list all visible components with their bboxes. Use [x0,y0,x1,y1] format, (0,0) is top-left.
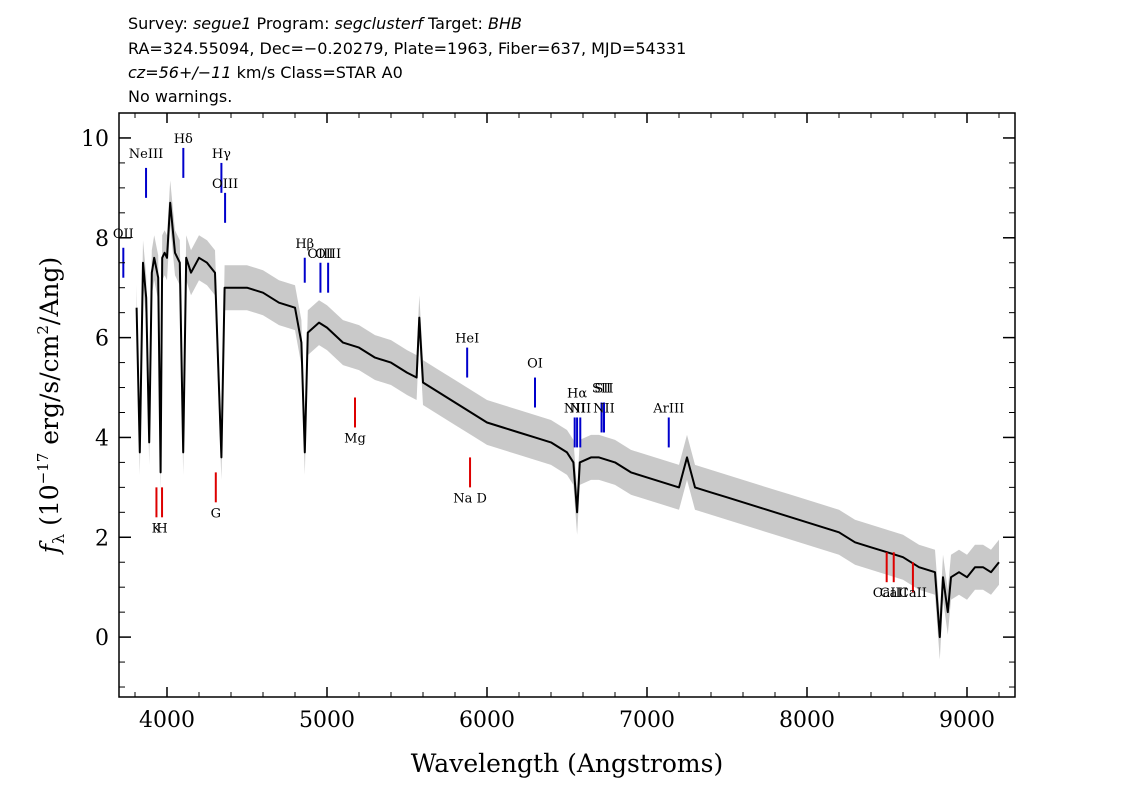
survey-label: Survey: [128,14,193,33]
line-label-NII: NII [593,401,615,416]
flux-series [135,201,1000,639]
y-tick-label: 0 [95,626,109,651]
y-tick-label: 10 [81,127,109,152]
line-label-Hβ: Hβ [295,237,314,252]
header-line-1: Survey: segue1 Program: segclusterf Targ… [128,14,522,33]
header-line-2: RA=324.55094, Dec=−0.20279, Plate=1963, … [128,39,687,58]
line-label-HeI: HeI [455,332,479,347]
y-tick-label: 2 [95,526,109,551]
line-label-SII: SII [594,382,613,397]
line-label-G: G [211,506,221,521]
program-label: Program: [251,14,335,33]
program-value: segclusterf [334,14,423,33]
line-label-OI: OI [527,357,543,372]
line-label-H: H [156,521,167,536]
line-label-CaII: CaII [873,586,901,601]
line-label-SII: SII [592,382,611,397]
survey-value: segue1 [192,14,252,33]
line-label-K: K [152,521,162,536]
redshift-value: cz=56+/−11 [128,63,232,82]
line-label-Hγ: Hγ [212,147,231,162]
y-tick-label: 6 [95,327,109,352]
header-line-3: cz=56+/−11 km/s Class=STAR A0 [128,63,403,82]
y-tick-label: 4 [95,426,109,451]
line-label-NII: NII [569,401,591,416]
line-label-OIII: OIII [315,247,341,262]
y-tick-label: 8 [95,227,109,252]
target-value: BHB [488,14,522,33]
plot-frame [118,112,1016,698]
line-label-CaII: CaII [880,586,908,601]
flux-line [135,201,1000,639]
header-line-4: No warnings. [128,87,233,106]
line-label-Hα: Hα [567,387,587,402]
line-label-OIII: OIII [307,247,333,262]
x-tick-label: 4000 [139,708,195,733]
line-label-CaII: CaII [899,586,927,601]
line-label-NII: NII [564,401,586,416]
line-label-Na D: Na D [453,491,487,506]
line-label-Hδ: Hδ [174,132,193,147]
line-label-OII: OII [113,227,134,242]
x-tick-label: 8000 [779,708,835,733]
class-text: km/s Class=STAR A0 [231,63,403,82]
target-label: Target: [422,14,488,33]
line-label-ArIII: ArIII [652,401,684,416]
x-tick-label: 7000 [619,708,675,733]
line-label-NeIII: NeIII [129,147,163,162]
error-envelope [136,180,1000,660]
x-axis-title: Wavelength (Angstroms) [411,749,723,778]
axis-ticks: 4000 5000 6000 7000 8000 9000 0 2 4 6 8 10 [81,112,1015,733]
y-axis-title: fλ (10−17 erg/s/cm2/Ang) [34,257,68,556]
x-tick-label: 5000 [299,708,355,733]
x-tick-label: 6000 [459,708,515,733]
spectral-line-markers: NeIIIHδHγOIIIOIIHβOIIIOIIIHeIOINIIHαNIIS… [113,132,927,601]
line-label-OIII: OIII [212,177,238,192]
line-label-Mg: Mg [344,431,366,446]
error-band [136,180,1000,660]
x-tick-label: 9000 [939,708,995,733]
